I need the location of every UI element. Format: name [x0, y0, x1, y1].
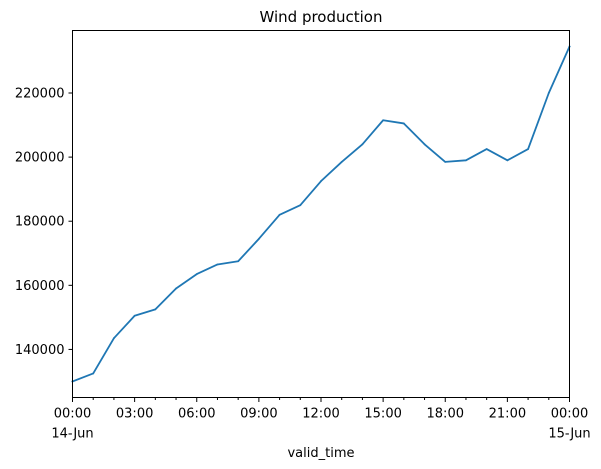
chart-title: Wind production — [259, 8, 382, 26]
y-tick-label: 220000 — [15, 87, 65, 102]
data-point — [423, 143, 426, 146]
x-tick-sublabel: 15-Jun — [548, 427, 590, 442]
x-tick-label: 15:00 — [364, 407, 401, 422]
data-point — [278, 213, 281, 216]
x-tick-label: 03:00 — [116, 407, 153, 422]
data-point — [527, 148, 529, 150]
data-point — [237, 260, 240, 263]
data-point — [175, 287, 177, 290]
x-tick-label: 06:00 — [178, 407, 215, 422]
y-tick-label: 180000 — [15, 215, 65, 230]
x-tick-label: 18:00 — [427, 407, 464, 422]
data-point — [299, 204, 302, 207]
y-tick-label: 160000 — [15, 279, 65, 294]
plot-frame — [72, 30, 570, 398]
x-tick-label: 12:00 — [302, 407, 339, 422]
y-tick-label: 140000 — [15, 343, 65, 358]
data-point — [382, 119, 385, 122]
x-axis-label: valid_time — [287, 446, 354, 461]
data-point — [506, 159, 509, 162]
x-axis: 00:00 14-Jun 03:00 06:00 09:00 12:00 15:00 18:0… — [51, 397, 591, 442]
y-axis: 140000 160000 180000 200000 220000 — [15, 87, 73, 358]
y-tick-label: 200000 — [15, 151, 65, 166]
data-point — [257, 237, 260, 240]
data-point — [113, 337, 115, 340]
x-tick-sublabel: 14-Jun — [51, 427, 93, 442]
data-point — [340, 161, 343, 163]
data-point — [216, 263, 219, 266]
data-point — [195, 273, 198, 275]
series-layer — [71, 45, 571, 383]
data-point — [361, 143, 364, 146]
x-tick-label: 09:00 — [240, 407, 277, 422]
data-point — [547, 92, 550, 94]
data-point — [444, 161, 447, 163]
x-tick-label: 21:00 — [489, 407, 526, 422]
data-point — [320, 180, 322, 183]
data-point — [402, 122, 405, 125]
x-tick-label: 00:00 — [54, 407, 91, 422]
data-point — [485, 148, 488, 150]
data-point — [465, 159, 467, 162]
x-tick-label: 00:00 — [551, 407, 588, 422]
data-point — [154, 308, 157, 311]
data-point — [92, 372, 95, 375]
data-point — [133, 314, 136, 317]
